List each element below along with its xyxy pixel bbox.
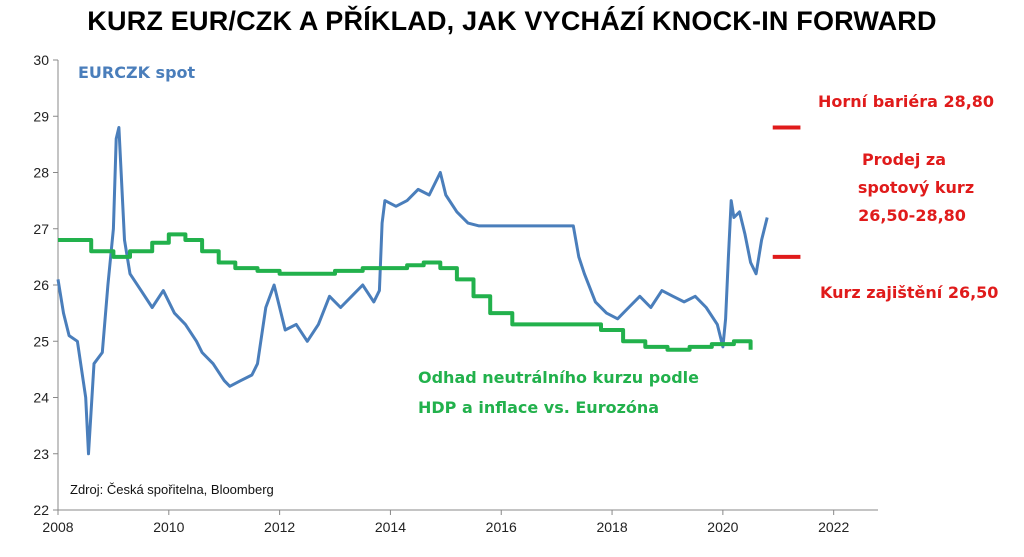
x-tick-label: 2010 — [153, 519, 184, 535]
x-tick-label: 2018 — [596, 519, 627, 535]
y-tick-label: 29 — [33, 108, 49, 124]
sell-label-line2: spotový kurz — [858, 178, 974, 197]
x-tick-label: 2020 — [707, 519, 738, 535]
neutral-rate-line — [58, 232, 753, 352]
x-tick-label: 2008 — [42, 519, 73, 535]
y-tick-label: 30 — [33, 52, 49, 68]
y-tick-label: 28 — [33, 165, 49, 181]
hedge-label: Kurz zajištění 26,50 — [820, 283, 998, 302]
eurczk-spot-line — [56, 126, 769, 456]
spot-series-label: EURCZK spot — [78, 63, 196, 82]
y-tick-label: 24 — [33, 390, 49, 406]
sell-label-line3: 26,50-28,80 — [858, 206, 966, 225]
reference-lines — [772, 125, 801, 259]
chart-title: KURZ EUR/CZK A PŘÍKLAD, JAK VYCHÁZÍ KNOC… — [87, 6, 937, 36]
x-tick-label: 2012 — [264, 519, 295, 535]
neutral-label-line2: HDP a inflace vs. Eurozóna — [418, 398, 659, 417]
plot-lines — [56, 126, 769, 456]
x-tick-label: 2016 — [486, 519, 517, 535]
x-tick-label: 2022 — [818, 519, 849, 535]
y-tick-label: 23 — [33, 446, 49, 462]
sell-label-line1: Prodej za — [862, 150, 946, 169]
neutral-label-line1: Odhad neutrálního kurzu podle — [418, 368, 699, 387]
x-tick-label: 2014 — [375, 519, 406, 535]
source-note: Zdroj: Česká spořitelna, Bloomberg — [70, 482, 274, 497]
y-tick-label: 26 — [33, 277, 49, 293]
y-axis: 22 23 24 25 26 27 28 29 30 — [33, 52, 59, 518]
y-tick-label: 22 — [33, 502, 49, 518]
y-tick-label: 27 — [33, 221, 49, 237]
y-tick-label: 25 — [33, 333, 49, 349]
x-axis: 2008 2010 2012 2014 2016 2018 2020 2022 — [42, 509, 878, 535]
upper-barrier-label: Horní bariéra 28,80 — [818, 92, 994, 111]
